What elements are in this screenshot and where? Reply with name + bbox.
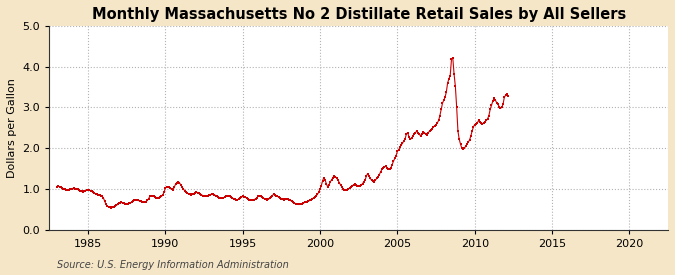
Title: Monthly Massachusetts No 2 Distillate Retail Sales by All Sellers: Monthly Massachusetts No 2 Distillate Re…: [92, 7, 626, 22]
Y-axis label: Dollars per Gallon: Dollars per Gallon: [7, 78, 17, 178]
Text: Source: U.S. Energy Information Administration: Source: U.S. Energy Information Administ…: [57, 260, 289, 270]
